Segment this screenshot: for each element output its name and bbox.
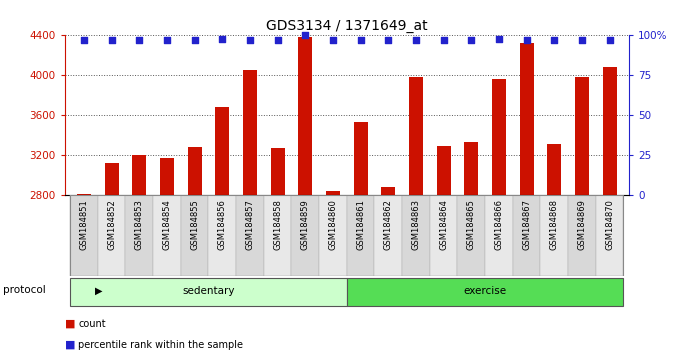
Bar: [126, 195, 153, 276]
Text: GSM184868: GSM184868: [550, 199, 559, 250]
Bar: [160, 158, 174, 354]
Bar: [271, 148, 284, 354]
Point: [162, 37, 173, 43]
Bar: [430, 195, 458, 276]
Bar: [105, 163, 118, 354]
Text: GSM184870: GSM184870: [605, 199, 614, 250]
Bar: [547, 144, 561, 354]
Text: GSM184860: GSM184860: [328, 199, 337, 250]
Bar: [513, 195, 541, 276]
Text: GSM184861: GSM184861: [356, 199, 365, 250]
Point: [549, 37, 560, 43]
Point: [217, 36, 228, 41]
Bar: [520, 43, 534, 354]
Text: GSM184854: GSM184854: [163, 199, 171, 250]
Text: GSM184855: GSM184855: [190, 199, 199, 250]
Bar: [575, 77, 589, 354]
Bar: [602, 67, 617, 354]
Bar: [70, 195, 98, 276]
Text: percentile rank within the sample: percentile rank within the sample: [78, 340, 243, 350]
Bar: [347, 278, 624, 306]
Bar: [236, 195, 264, 276]
Bar: [381, 187, 395, 354]
Bar: [492, 79, 506, 354]
Bar: [264, 195, 292, 276]
Text: protocol: protocol: [3, 285, 46, 296]
Text: GSM184867: GSM184867: [522, 199, 531, 250]
Point: [355, 37, 366, 43]
Text: GSM184865: GSM184865: [466, 199, 476, 250]
Bar: [347, 195, 375, 276]
Bar: [326, 191, 340, 354]
Point: [411, 37, 422, 43]
Text: GSM184869: GSM184869: [577, 199, 586, 250]
Bar: [292, 195, 319, 276]
Text: GSM184863: GSM184863: [411, 199, 420, 250]
Text: GSM184853: GSM184853: [135, 199, 143, 250]
Bar: [354, 122, 368, 354]
Point: [328, 37, 339, 43]
Text: ■: ■: [65, 319, 75, 329]
Bar: [98, 195, 126, 276]
Point: [78, 37, 89, 43]
Bar: [437, 146, 451, 354]
Text: GSM184852: GSM184852: [107, 199, 116, 250]
Bar: [568, 195, 596, 276]
Bar: [209, 195, 236, 276]
Bar: [181, 195, 209, 276]
Text: GSM184857: GSM184857: [245, 199, 254, 250]
Bar: [458, 195, 485, 276]
Bar: [541, 195, 568, 276]
Text: GSM184866: GSM184866: [494, 199, 503, 250]
Bar: [485, 195, 513, 276]
Text: GSM184856: GSM184856: [218, 199, 227, 250]
Text: GSM184859: GSM184859: [301, 199, 310, 250]
Bar: [402, 195, 430, 276]
Point: [577, 37, 588, 43]
Point: [189, 37, 200, 43]
Bar: [243, 70, 257, 354]
Bar: [319, 195, 347, 276]
Bar: [153, 195, 181, 276]
Text: GSM184858: GSM184858: [273, 199, 282, 250]
Text: sedentary: sedentary: [182, 286, 235, 296]
Point: [300, 33, 311, 38]
Bar: [409, 77, 423, 354]
Text: ▶: ▶: [95, 285, 103, 296]
Point: [521, 37, 532, 43]
Bar: [216, 107, 229, 354]
Point: [383, 37, 394, 43]
Point: [466, 37, 477, 43]
Bar: [464, 142, 478, 354]
Text: ■: ■: [65, 340, 75, 350]
Bar: [596, 195, 624, 276]
Bar: [77, 194, 91, 354]
Text: count: count: [78, 319, 106, 329]
Bar: [299, 38, 312, 354]
Point: [605, 37, 615, 43]
Title: GDS3134 / 1371649_at: GDS3134 / 1371649_at: [266, 19, 428, 33]
Bar: [70, 278, 347, 306]
Bar: [133, 155, 146, 354]
Point: [106, 37, 117, 43]
Text: GSM184864: GSM184864: [439, 199, 448, 250]
Point: [272, 37, 283, 43]
Bar: [375, 195, 402, 276]
Bar: [188, 147, 201, 354]
Point: [438, 37, 449, 43]
Text: GSM184862: GSM184862: [384, 199, 393, 250]
Point: [245, 37, 256, 43]
Point: [134, 37, 145, 43]
Text: GSM184851: GSM184851: [80, 199, 88, 250]
Text: exercise: exercise: [464, 286, 507, 296]
Point: [494, 36, 505, 41]
